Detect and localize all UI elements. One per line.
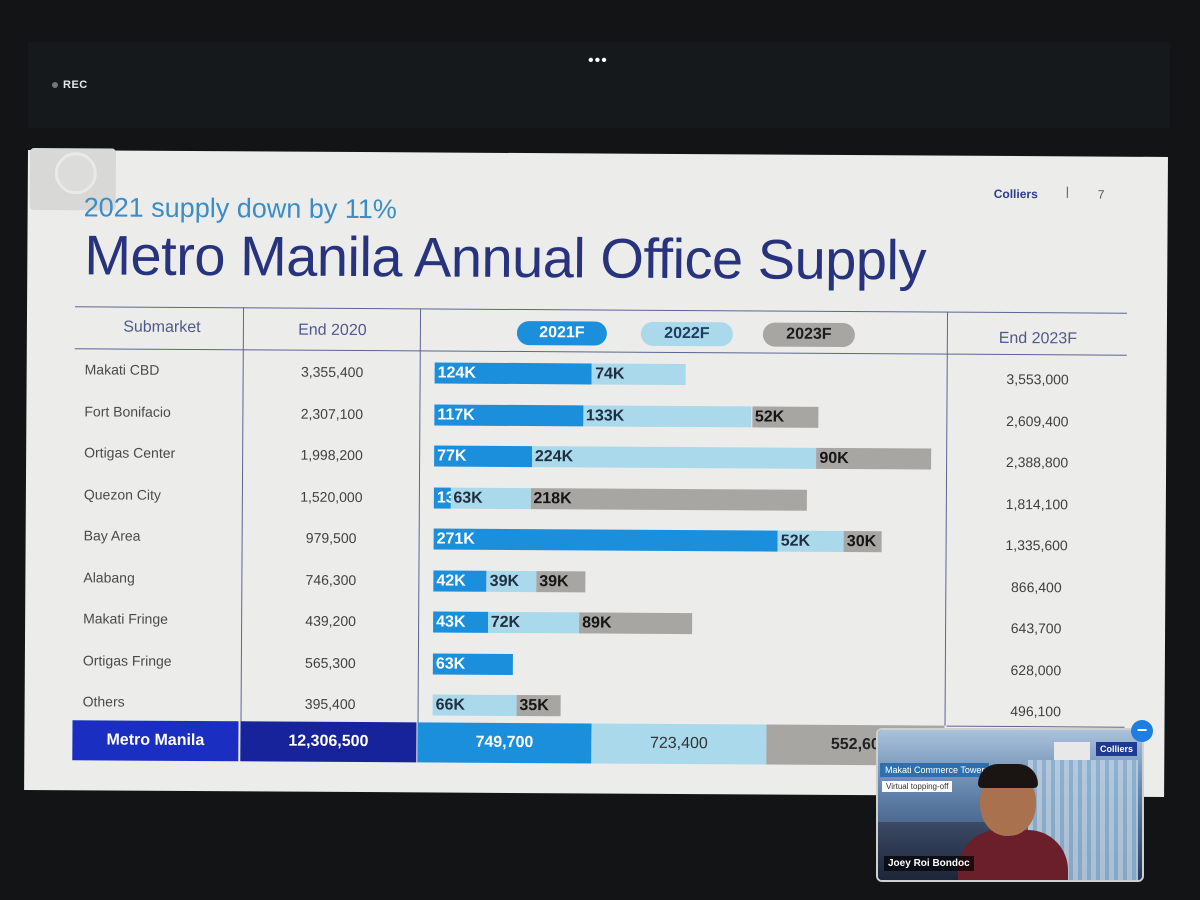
row-end-2020-value: 979,500: [305, 529, 357, 547]
video-sub-text: Virtual topping-off: [882, 781, 953, 792]
row-end-2023f-value: 2,388,800: [1005, 453, 1069, 471]
bar-2021f-label: 117K: [437, 406, 475, 424]
table-header-rule: [74, 348, 1127, 356]
table-top-rule: [75, 306, 1128, 314]
row-submarket-label: Bay Area: [83, 527, 141, 544]
slide-subtitle: 2021 supply down by 11%: [83, 192, 397, 225]
participant-name: Joey Roi Bondoc: [884, 856, 974, 871]
bar-2021f-label: 271K: [436, 530, 475, 548]
more-options-icon[interactable]: •••: [588, 52, 608, 69]
row-end-2020-value: 439,200: [305, 612, 356, 630]
bar-2022f-label: 133K: [585, 406, 625, 425]
brand-separator: |: [1065, 184, 1069, 199]
row-end-2020-value: 565,300: [305, 654, 356, 671]
bar-2021f-label: 42K: [436, 572, 466, 590]
bar-2022f-label: 63K: [453, 489, 483, 507]
legend-2023f: 2023F: [762, 322, 855, 348]
bar-2023f-label: 90K: [819, 449, 849, 468]
row-submarket-label: Makati Fringe: [83, 610, 168, 627]
bar-2021f: [433, 528, 778, 552]
row-submarket-label: Makati CBD: [84, 361, 160, 378]
slide-title: Metro Manila Annual Office Supply: [84, 223, 927, 292]
row-end-2023f-value: 866,400: [1010, 578, 1062, 595]
row-end-2023f-value: 496,100: [1010, 703, 1061, 720]
brand-logo: Colliers: [993, 186, 1038, 202]
bar-2022f: [531, 446, 817, 469]
minimize-video-button[interactable]: −: [1131, 720, 1153, 742]
row-end-2023f-value: 643,700: [1010, 620, 1062, 637]
row-end-2020-value: 1,520,000: [300, 488, 363, 505]
header-end-2020: End 2020: [298, 321, 367, 340]
bar-2022f-label: 52K: [780, 532, 811, 550]
header-end-2023f: End 2023F: [998, 329, 1078, 348]
bar-2022f-label: 224K: [534, 448, 574, 466]
recording-label: REC: [63, 79, 88, 91]
total-2022f: 723,400: [591, 723, 767, 765]
row-submarket-label: Ortigas Center: [84, 444, 176, 461]
partner-logo-icon: [1054, 742, 1090, 760]
bar-2021f-label: 63K: [435, 655, 466, 673]
row-submarket-label: Others: [82, 693, 125, 710]
participant-body: [958, 830, 1068, 880]
bar-2022f-label: 72K: [490, 613, 521, 632]
row-submarket-label: Ortigas Fringe: [82, 651, 172, 669]
row-submarket-label: Quezon City: [83, 485, 161, 503]
bar-2023f-label: 39K: [539, 572, 569, 590]
row-end-2020-value: 3,355,400: [300, 363, 364, 381]
row-end-2023f-value: 628,000: [1010, 661, 1062, 678]
bar-2022f-label: 66K: [435, 696, 466, 714]
bar-2023f-label: 30K: [846, 533, 877, 551]
row-end-2020-value: 395,400: [304, 695, 356, 713]
bar-2023f-label: 35K: [519, 697, 549, 715]
bar-2023f-label: 89K: [582, 614, 612, 632]
participant-hair: [978, 764, 1038, 788]
legend-2021f: 2021F: [516, 320, 607, 346]
bar-2022f-label: 74K: [595, 365, 625, 383]
row-end-2020-value: 746,300: [305, 571, 357, 588]
total-label: Metro Manila: [72, 720, 239, 762]
slide-page-number: 7: [1097, 187, 1105, 202]
table-body: Makati CBD 3,355,400 3,553,000 124K 74K Fort …: [28, 150, 1168, 719]
row-submarket-label: Fort Bonifacio: [84, 402, 171, 420]
total-2021f: 749,700: [417, 722, 592, 764]
header-submarket: Submarket: [123, 318, 201, 337]
row-end-2023f-value: 2,609,400: [1006, 412, 1069, 429]
meeting-top-bar: [28, 42, 1170, 128]
bar-2023f-label: 52K: [754, 407, 785, 426]
avatar-icon: [54, 152, 97, 195]
bar-2022f-label: 39K: [489, 572, 520, 590]
row-submarket-label: Alabang: [83, 568, 135, 586]
bar-2021f-label: 43K: [436, 613, 466, 631]
video-banner-text: Makati Commerce Tower: [880, 763, 990, 777]
total-end-2020: 12,306,500: [240, 721, 417, 763]
video-brand-logo: Colliers: [1096, 742, 1138, 756]
row-end-2023f-value: 1,814,100: [1005, 495, 1069, 512]
participant-video-tile[interactable]: Makati Commerce Tower Virtual topping-of…: [876, 728, 1144, 882]
record-indicator-icon: [52, 82, 58, 88]
shared-slide: Colliers | 7 2021 supply down by 11% Met…: [24, 148, 1168, 797]
bar-2021f-label: 124K: [437, 364, 476, 382]
row-end-2023f-value: 1,335,600: [1005, 536, 1068, 554]
legend-2022f: 2022F: [640, 321, 733, 347]
row-end-2020-value: 2,307,100: [300, 405, 364, 422]
row-end-2023f-value: 3,553,000: [1006, 370, 1069, 388]
row-end-2020-value: 1,998,200: [300, 446, 363, 464]
bar-2021f-label: 77K: [437, 447, 467, 465]
bar-2023f-label: 218K: [533, 489, 572, 507]
